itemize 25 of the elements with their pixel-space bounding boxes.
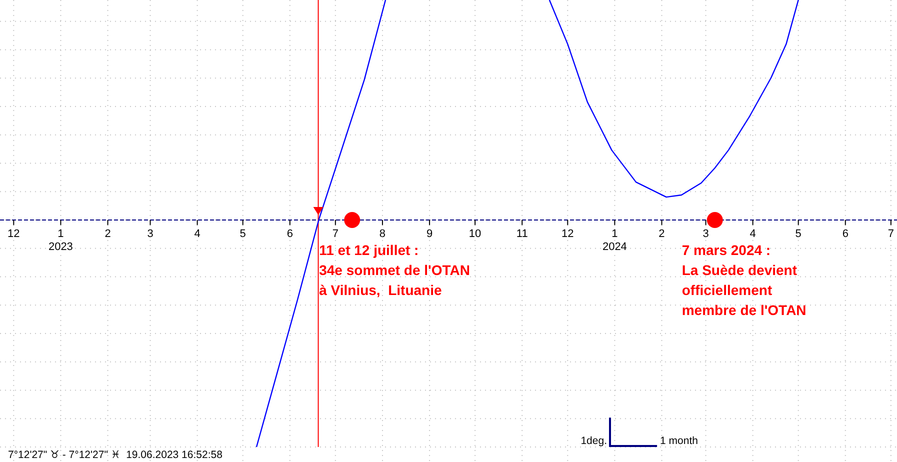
x-tick-label: 2: [658, 228, 665, 240]
x-tick-label: 12: [562, 228, 574, 240]
x-tick-label: 5: [795, 228, 802, 240]
annotation: 7 mars 2024 : La Suède devient officiellement membre de l'OTAN: [682, 242, 806, 318]
annotation: 1 month: [660, 435, 698, 447]
x-tick-label: 8: [379, 228, 386, 240]
x-tick-label: 12: [8, 228, 20, 240]
x-tick-label: 3: [702, 228, 709, 240]
x-tick-label: 7: [888, 228, 894, 240]
x-tick-label: 10: [468, 228, 482, 240]
x-tick-label: 4: [194, 228, 200, 240]
x-tick-label: 3: [147, 228, 154, 240]
text: 7°12'27" ♉ - 7°12'27" ♓ 19.06.2023 16:52:58: [8, 449, 223, 461]
x-tick-label: 6: [842, 228, 848, 240]
x-tick-label: 1 2023: [48, 228, 73, 253]
x-tick-label: 2: [104, 228, 111, 240]
x-tick-label: 5: [240, 228, 246, 240]
x-tick-label: 9: [426, 228, 433, 240]
x-tick-label: 11: [516, 228, 528, 240]
x-tick-label: 6: [286, 228, 293, 240]
annotation: 11 et 12 juillet : 34e sommet de l'OTAN à Vilnius, Lituanie: [319, 242, 470, 298]
x-tick-label: 4: [750, 228, 756, 240]
x-tick-label: 1 2024: [602, 228, 627, 253]
annotation: 1deg.: [580, 435, 607, 447]
x-tick-label: 7: [332, 228, 338, 240]
